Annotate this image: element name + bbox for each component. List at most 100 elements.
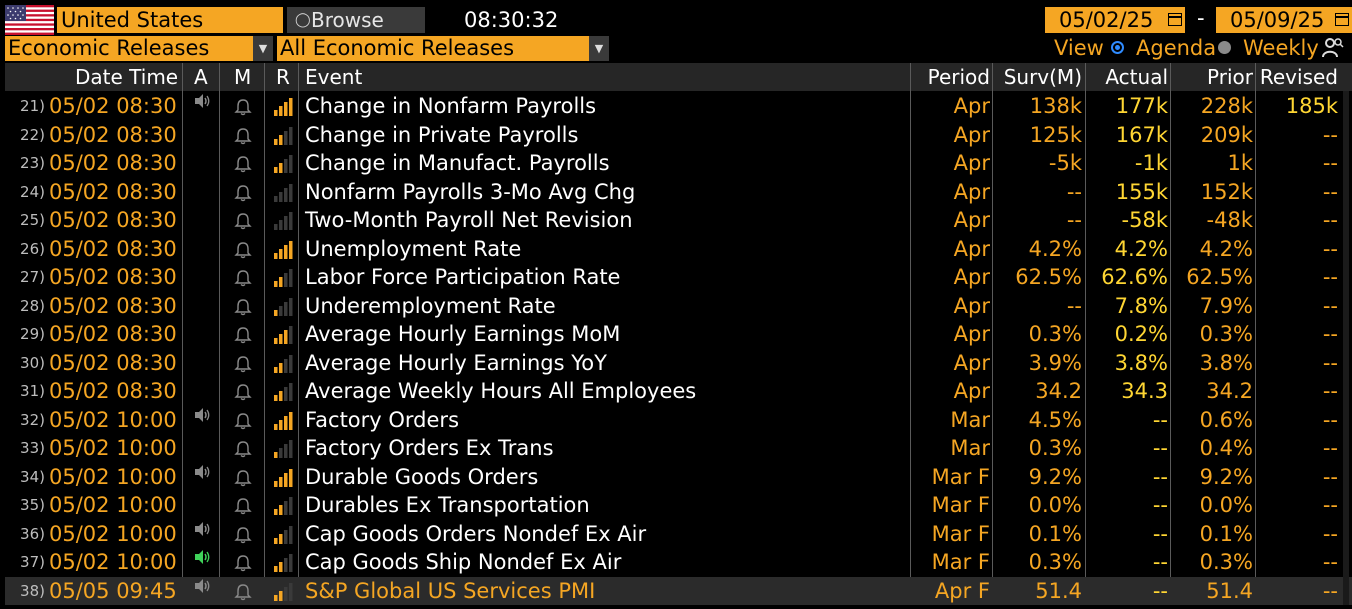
event-name[interactable]: Cap Goods Ship Nondef Ex Air [305, 548, 621, 577]
row-number[interactable]: 24) [5, 178, 45, 207]
event-name[interactable]: Durables Ex Transportation [305, 491, 590, 520]
alarm-cell[interactable] [192, 434, 212, 463]
header-revised[interactable]: Revised [1260, 63, 1338, 91]
row-number[interactable]: 30) [5, 349, 45, 378]
row-number[interactable]: 37) [5, 548, 45, 577]
speaker-green-icon[interactable] [192, 548, 212, 577]
row-number[interactable]: 28) [5, 292, 45, 321]
row-number[interactable]: 36) [5, 520, 45, 549]
alarm-cell[interactable] [192, 292, 212, 321]
row-number[interactable]: 38) [5, 577, 45, 606]
row-number[interactable]: 25) [5, 206, 45, 235]
speaker-icon[interactable] [192, 520, 212, 549]
scrollbar[interactable] [1340, 91, 1352, 605]
event-name[interactable]: Average Hourly Earnings YoY [305, 349, 607, 378]
event-name[interactable]: Change in Private Payrolls [305, 121, 578, 150]
alarm-cell[interactable] [192, 349, 212, 378]
event-name[interactable]: Durable Goods Orders [305, 463, 538, 492]
row-number[interactable]: 31) [5, 377, 45, 406]
header-m[interactable]: M [234, 63, 251, 91]
speaker-icon[interactable] [192, 577, 212, 606]
alarm-cell[interactable] [192, 263, 212, 292]
speaker-icon[interactable] [192, 463, 212, 492]
alarm-cell[interactable] [192, 178, 212, 207]
alarm-cell[interactable] [192, 377, 212, 406]
start-date-field[interactable]: 05/02/25 [1045, 7, 1185, 33]
row-number[interactable]: 21) [5, 92, 45, 121]
row-number[interactable]: 26) [5, 235, 45, 264]
row-number[interactable]: 27) [5, 263, 45, 292]
event-name[interactable]: Cap Goods Orders Nondef Ex Air [305, 520, 646, 549]
country-field[interactable]: United States [57, 7, 283, 33]
event-name[interactable]: Change in Nonfarm Payrolls [305, 92, 596, 121]
bell-icon[interactable] [233, 577, 255, 609]
row-number[interactable]: 23) [5, 149, 45, 178]
row-revised: -- [1323, 206, 1338, 235]
header-prior[interactable]: Prior [1207, 63, 1253, 91]
speaker-icon[interactable] [192, 406, 212, 435]
event-name[interactable]: Unemployment Rate [305, 235, 521, 264]
event-name[interactable]: Underemployment Rate [305, 292, 556, 321]
header-period[interactable]: Period [928, 63, 990, 91]
release-select[interactable]: All Economic Releases ▼ [277, 36, 609, 61]
event-name[interactable]: Two-Month Payroll Net Revision [305, 206, 633, 235]
alarm-cell[interactable] [192, 320, 212, 349]
header-a[interactable]: A [194, 63, 208, 91]
chevron-down-icon[interactable]: ▼ [253, 36, 273, 61]
alarm-cell[interactable] [192, 149, 212, 178]
alarm-cell[interactable] [192, 491, 212, 520]
agenda-label[interactable]: Agenda [1136, 36, 1216, 61]
row-number[interactable]: 22) [5, 121, 45, 150]
speaker-icon[interactable] [192, 92, 212, 121]
alarm-cell[interactable] [192, 206, 212, 235]
agenda-radio[interactable] [1111, 41, 1124, 54]
person-search-icon[interactable] [1320, 36, 1344, 65]
alarm-cell[interactable] [192, 235, 212, 264]
header-datetime[interactable]: Date Time [75, 63, 178, 91]
event-name[interactable]: Factory Orders [305, 406, 459, 435]
weekly-radio[interactable] [1218, 41, 1231, 54]
row-number[interactable]: 32) [5, 406, 45, 435]
header-r[interactable]: R [276, 63, 290, 91]
chevron-down-icon[interactable]: ▼ [589, 36, 609, 61]
row-number[interactable]: 29) [5, 320, 45, 349]
event-name[interactable]: Change in Manufact. Payrolls [305, 149, 610, 178]
end-date-field[interactable]: 05/09/25 [1216, 7, 1352, 33]
row-number[interactable]: 33) [5, 434, 45, 463]
event-name[interactable]: Average Hourly Earnings MoM [305, 320, 620, 349]
event-name[interactable]: Nonfarm Payrolls 3-Mo Avg Chg [305, 178, 635, 207]
browse-button[interactable]: ◯ Browse [287, 7, 425, 33]
header-event[interactable]: Event [305, 63, 362, 91]
calendar-icon[interactable] [1168, 13, 1182, 26]
category-select[interactable]: Economic Releases ▼ [5, 36, 273, 61]
event-name[interactable]: S&P Global US Services PMI [305, 577, 595, 606]
header-survey[interactable]: Surv(M) [1004, 63, 1082, 91]
row-number[interactable]: 34) [5, 463, 45, 492]
event-name[interactable]: Factory Orders Ex Trans [305, 434, 554, 463]
alarm-cell[interactable] [192, 121, 212, 150]
calendar-icon[interactable] [1335, 13, 1349, 26]
event-name[interactable]: Average Weekly Hours All Employees [305, 377, 696, 406]
event-name[interactable]: Labor Force Participation Rate [305, 263, 620, 292]
header-actual[interactable]: Actual [1105, 63, 1168, 91]
row-number[interactable]: 35) [5, 491, 45, 520]
weekly-label[interactable]: Weekly [1243, 36, 1319, 61]
